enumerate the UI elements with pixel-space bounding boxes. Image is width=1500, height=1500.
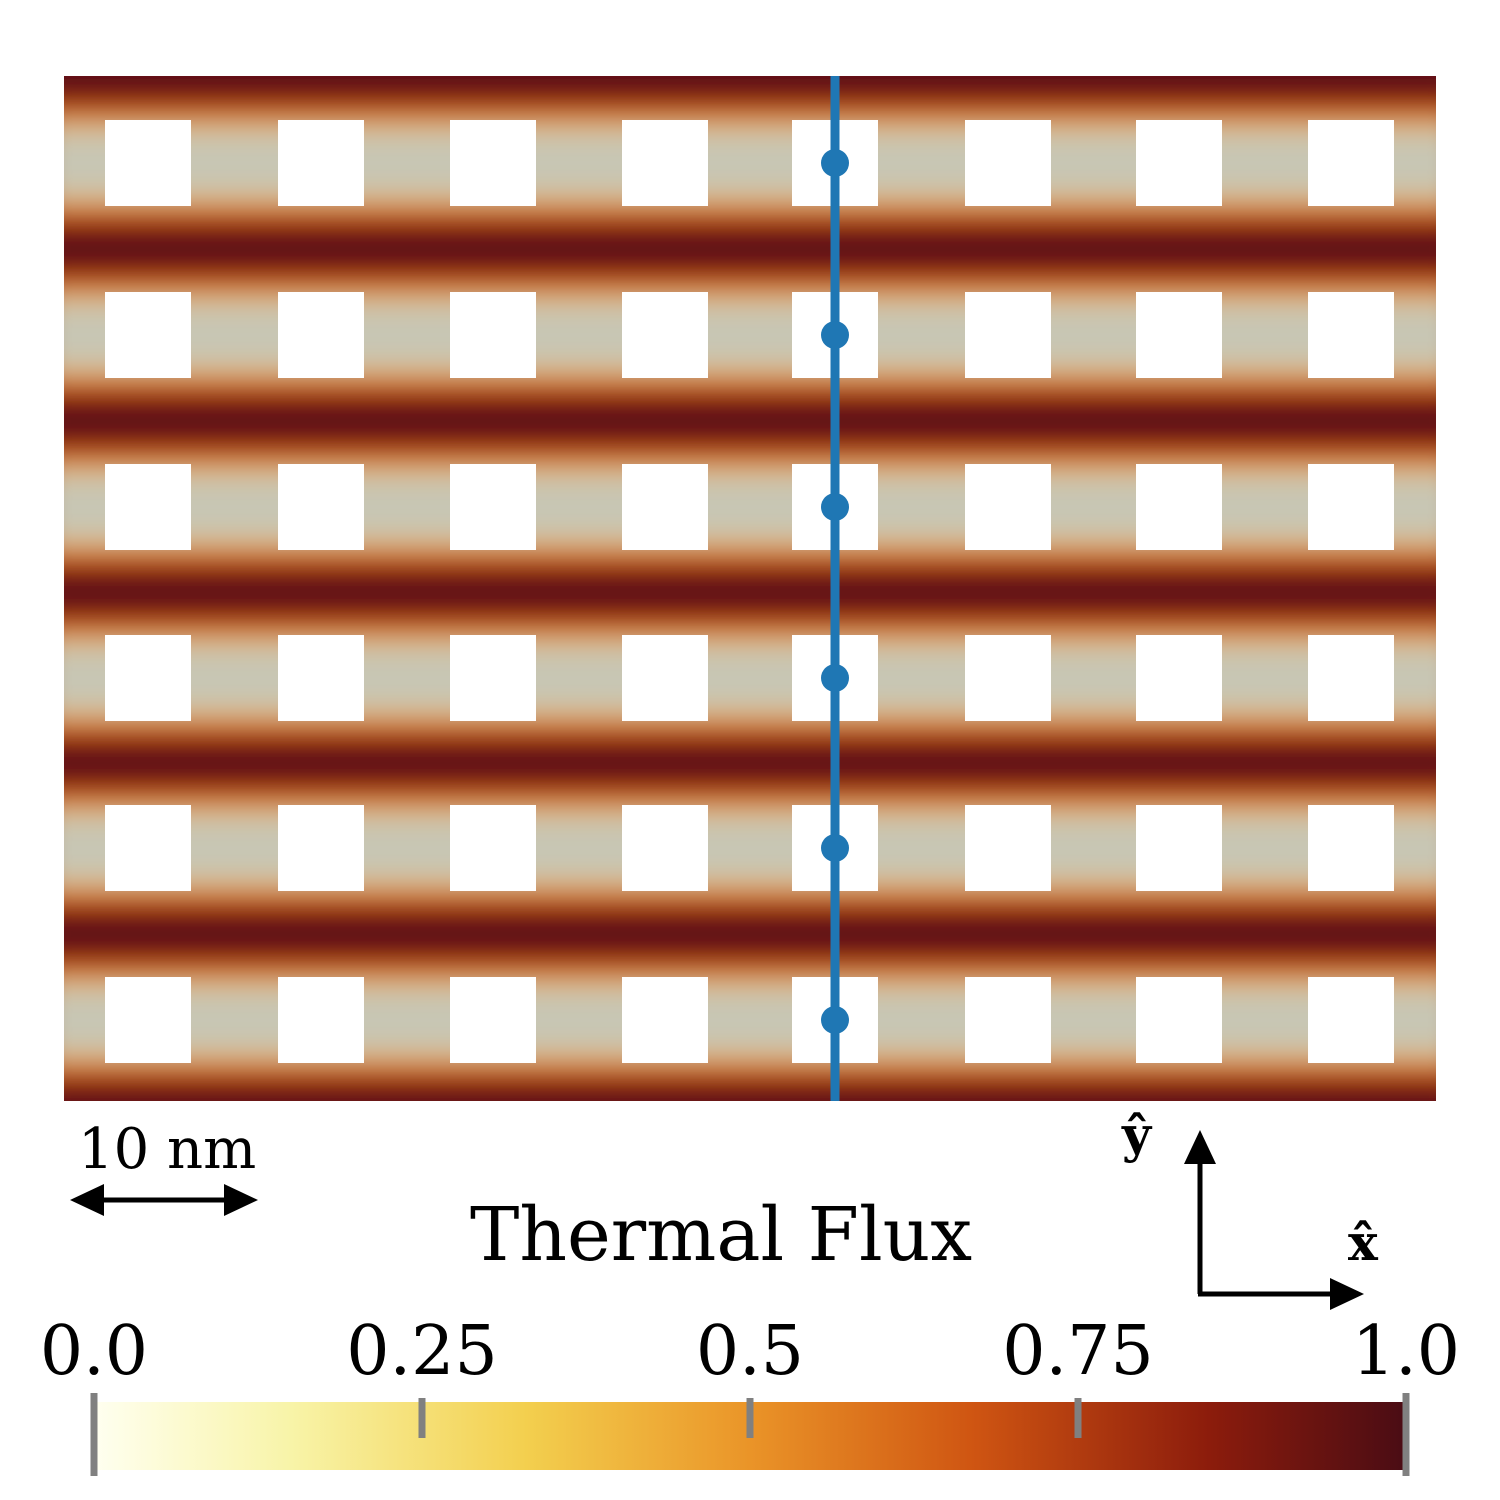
pore (450, 464, 536, 550)
pore (965, 805, 1051, 891)
pore (965, 464, 1051, 550)
colorbar-tick-label: 0.5 (695, 1312, 805, 1391)
pore (1308, 805, 1394, 891)
pore (450, 120, 536, 206)
y-arrow-icon (1184, 1130, 1216, 1164)
pore (1136, 635, 1222, 721)
scale-bar-arrow (70, 1184, 258, 1216)
pore (105, 805, 191, 891)
thermal-flux-map (64, 76, 1436, 1101)
probe-marker (821, 493, 849, 521)
pore (1136, 120, 1222, 206)
probe-marker (821, 1006, 849, 1034)
colorbar-tick-label: 0.75 (1002, 1312, 1154, 1391)
pore (1308, 635, 1394, 721)
colorbar-tick-label: 0.0 (39, 1312, 149, 1391)
colorbar-tick-label: 0.25 (346, 1312, 498, 1391)
pore (965, 120, 1051, 206)
x-arrow-icon (1330, 1278, 1364, 1310)
pore (622, 292, 708, 378)
colorbar-tick-label: 1.0 (1351, 1312, 1461, 1391)
pore (278, 464, 364, 550)
pore (450, 977, 536, 1063)
pore (965, 635, 1051, 721)
axis-y-label: ŷ (1122, 1105, 1152, 1164)
pore (622, 635, 708, 721)
pore (1308, 120, 1394, 206)
probe-marker (821, 321, 849, 349)
pore (622, 464, 708, 550)
pore (450, 635, 536, 721)
pore (1136, 292, 1222, 378)
pore (105, 120, 191, 206)
pore (278, 120, 364, 206)
pore (1308, 464, 1394, 550)
colorbar (90, 1393, 1410, 1476)
pore (622, 977, 708, 1063)
pore (450, 805, 536, 891)
pore (965, 977, 1051, 1063)
probe-marker (821, 834, 849, 862)
pore (1308, 977, 1394, 1063)
pore (278, 805, 364, 891)
pore (1308, 292, 1394, 378)
pore (1136, 805, 1222, 891)
pore (450, 292, 536, 378)
pore (622, 120, 708, 206)
pore (1136, 464, 1222, 550)
pore (622, 805, 708, 891)
pore (1136, 977, 1222, 1063)
pore (278, 292, 364, 378)
colorbar-title: Thermal Flux (470, 1192, 973, 1278)
probe-marker (821, 149, 849, 177)
probe-line (821, 76, 849, 1101)
probe-marker (821, 664, 849, 692)
pore (105, 292, 191, 378)
pore (105, 977, 191, 1063)
pore (105, 635, 191, 721)
pore (105, 464, 191, 550)
axes-glyph (1184, 1130, 1364, 1310)
scale-bar-label: 10 nm (78, 1117, 257, 1182)
pore (278, 635, 364, 721)
axis-x-label: x̂ (1348, 1213, 1378, 1272)
pore (965, 292, 1051, 378)
pore (278, 977, 364, 1063)
